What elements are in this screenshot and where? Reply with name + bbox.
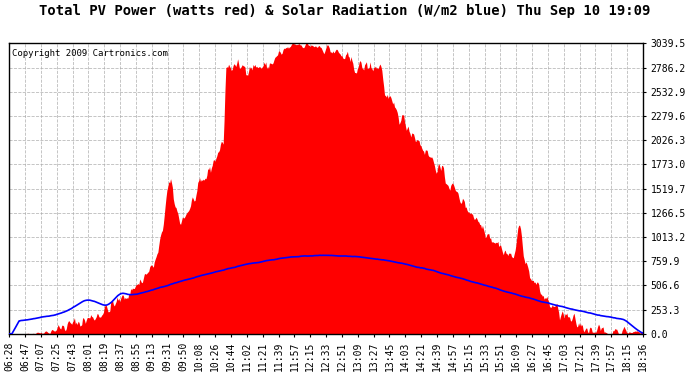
- Text: Copyright 2009 Cartronics.com: Copyright 2009 Cartronics.com: [12, 49, 168, 58]
- Text: Total PV Power (watts red) & Solar Radiation (W/m2 blue) Thu Sep 10 19:09: Total PV Power (watts red) & Solar Radia…: [39, 4, 651, 18]
